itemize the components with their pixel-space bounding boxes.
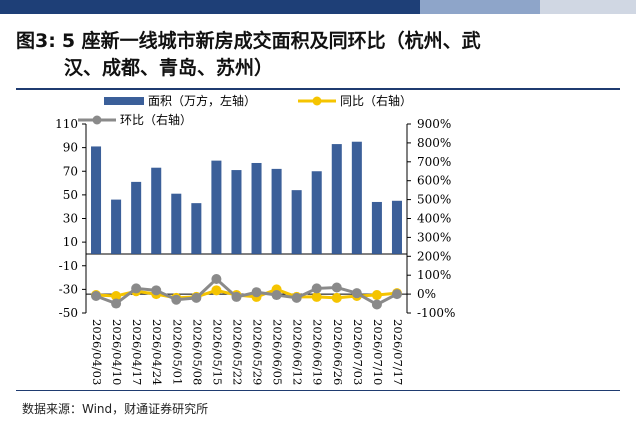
bar-area-15 xyxy=(371,201,382,254)
bar-area-10 xyxy=(271,168,282,254)
bar-area-9 xyxy=(251,162,262,254)
footer-divider xyxy=(16,390,620,391)
mom-point-8 xyxy=(231,291,242,302)
right-tick-label: -100% xyxy=(417,306,455,320)
x-category-label: 2026/07/03 xyxy=(351,319,365,385)
mom-point-12 xyxy=(311,283,322,294)
x-category-label: 2026/04/10 xyxy=(110,319,124,385)
mom-point-4 xyxy=(151,285,162,296)
bar-area-8 xyxy=(231,170,242,254)
mom-point-15 xyxy=(371,299,382,310)
left-tick-label: 50 xyxy=(63,188,78,202)
left-tick-label: 110 xyxy=(55,117,78,131)
right-tick-label: 900% xyxy=(417,117,451,131)
yoy-point-13 xyxy=(331,292,342,303)
mom-point-9 xyxy=(251,287,262,298)
source-note: 数据来源：Wind，财通证券研究所 xyxy=(22,402,209,416)
mom-point-10 xyxy=(271,290,282,301)
yoy-point-12 xyxy=(311,291,322,302)
left-tick-label: -50 xyxy=(59,306,78,320)
mom-point-7 xyxy=(211,273,222,284)
mom-point-11 xyxy=(291,292,302,303)
right-tick-label: 400% xyxy=(417,212,451,226)
bar-area-2 xyxy=(111,199,122,254)
title-divider xyxy=(16,88,620,90)
header-bar-segment-dark xyxy=(0,0,420,14)
x-category-label: 2026/07/10 xyxy=(371,319,385,385)
right-tick-label: 700% xyxy=(417,155,451,169)
title-line-2: 汉、成都、青岛、苏州） xyxy=(64,57,274,79)
figure-label: 图3: xyxy=(16,30,56,52)
right-tick-label: 800% xyxy=(417,136,451,150)
legend-yoy-swatch-dot xyxy=(312,96,322,106)
right-tick-label: 0% xyxy=(417,287,436,301)
left-tick-label: 10 xyxy=(63,235,78,249)
x-category-label: 2026/04/24 xyxy=(150,319,164,385)
bar-area-4 xyxy=(151,167,162,254)
legend-label-mom: 环比（右轴） xyxy=(120,112,192,127)
mom-line xyxy=(95,276,398,307)
left-tick-label: -10 xyxy=(59,259,78,273)
legend-bar-swatch xyxy=(104,97,144,105)
yoy-point-15 xyxy=(371,290,382,301)
mom-point-3 xyxy=(131,283,142,294)
mom-point-2 xyxy=(111,298,122,309)
x-category-label: 2026/06/19 xyxy=(311,319,325,385)
bar-area-14 xyxy=(351,141,362,254)
x-category-label: 2026/06/05 xyxy=(271,319,285,385)
header-bar-segment-mid xyxy=(420,0,540,14)
mom-point-1 xyxy=(91,290,102,301)
mom-point-14 xyxy=(351,288,362,299)
header-color-bar xyxy=(0,0,636,14)
mom-point-5 xyxy=(171,294,182,305)
bar-area-1 xyxy=(91,146,102,254)
bar-area-13 xyxy=(331,144,342,254)
bar-area-7 xyxy=(211,160,222,254)
left-tick-label: 30 xyxy=(63,212,78,226)
left-tick-label: 90 xyxy=(63,141,78,155)
right-tick-label: 600% xyxy=(417,174,451,188)
right-tick-label: 500% xyxy=(417,193,451,207)
yoy-point-2 xyxy=(111,290,122,301)
x-category-label: 2026/07/17 xyxy=(391,319,405,385)
x-category-label: 2026/05/01 xyxy=(170,319,184,385)
bar-area-6 xyxy=(191,203,202,254)
x-category-label: 2026/05/22 xyxy=(230,319,244,385)
header-bar-segment-light xyxy=(540,0,636,14)
figure-title: 图3: 5 座新一线城市新房成交面积及同环比（杭州、武 汉、成都、青岛、苏州） xyxy=(16,28,626,82)
left-tick-label: -30 xyxy=(59,282,78,296)
x-category-label: 2026/04/03 xyxy=(90,319,104,385)
mom-point-13 xyxy=(331,282,342,293)
legend-mom-swatch-dot xyxy=(92,115,102,125)
bar-area-12 xyxy=(311,171,322,254)
bar-area-11 xyxy=(291,190,302,254)
title-line-1: 5 座新一线城市新房成交面积及同环比（杭州、武 xyxy=(61,30,481,52)
bar-area-5 xyxy=(171,193,182,254)
x-category-label: 2026/05/29 xyxy=(251,319,265,385)
x-category-label: 2026/05/08 xyxy=(190,319,204,385)
mom-point-16 xyxy=(391,289,402,300)
bar-area-3 xyxy=(131,181,142,254)
yoy-point-7 xyxy=(211,285,222,296)
x-category-label: 2026/06/12 xyxy=(291,319,305,385)
x-category-label: 2026/04/17 xyxy=(130,319,144,385)
x-category-label: 2026/05/15 xyxy=(210,319,224,385)
mom-point-6 xyxy=(191,292,202,303)
right-tick-label: 100% xyxy=(417,268,451,282)
left-tick-label: 70 xyxy=(63,164,78,178)
right-tick-label: 300% xyxy=(417,230,451,244)
legend-label-area: 面积（万方，左轴） xyxy=(148,93,256,108)
legend-label-yoy: 同比（右轴） xyxy=(340,93,412,108)
bar-area-16 xyxy=(391,200,402,254)
x-category-label: 2026/06/26 xyxy=(331,319,345,385)
right-tick-label: 200% xyxy=(417,249,451,263)
